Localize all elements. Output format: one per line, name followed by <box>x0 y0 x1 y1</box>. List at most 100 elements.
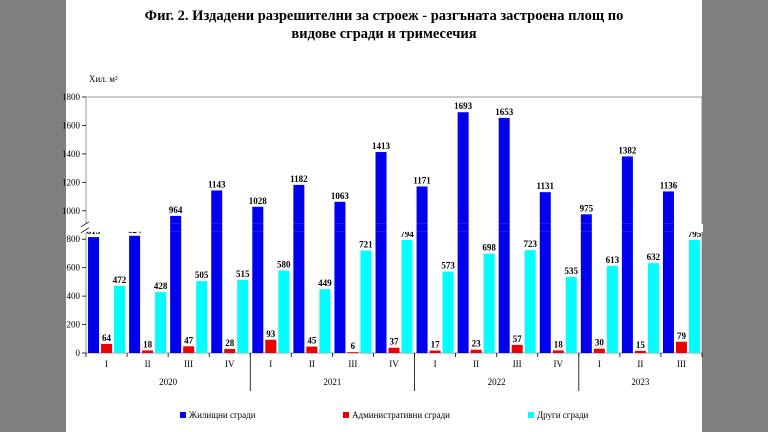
bar-administrative <box>511 344 523 353</box>
y-tick-label: 1800 <box>62 92 81 102</box>
data-label-other: 613 <box>606 255 620 265</box>
x-tick-label: I <box>269 359 272 369</box>
left-margin-band <box>0 0 66 432</box>
data-label-administrative: 45 <box>307 336 317 346</box>
data-label-administrative: 93 <box>266 329 276 339</box>
bar-other <box>360 250 372 353</box>
data-label-administrative: 17 <box>431 340 441 350</box>
y-tick-label: 800 <box>67 234 81 244</box>
data-label-administrative: 18 <box>554 339 564 349</box>
y-tick-label: 600 <box>67 263 81 273</box>
data-label-administrative: 6 <box>351 341 356 351</box>
bar-residential-segment <box>334 223 346 232</box>
data-label-residential: 1131 <box>537 181 555 191</box>
bar-administrative <box>429 350 441 353</box>
y-tick-label: 200 <box>67 320 81 330</box>
bar-administrative <box>470 349 482 353</box>
data-label-other: 573 <box>441 261 455 271</box>
data-label-administrative: 30 <box>595 338 605 348</box>
data-label-other: 580 <box>277 260 291 270</box>
bar-administrative <box>552 350 564 353</box>
bar-residential-segment <box>293 223 305 232</box>
chart-title: Фиг. 2. Издадени разрешителни за строеж … <box>66 7 702 43</box>
bar-administrative <box>265 339 277 353</box>
bar-administrative <box>101 343 113 353</box>
axis-break-mark <box>80 227 90 234</box>
data-label-residential: 1182 <box>290 174 308 184</box>
x-tick-label: IV <box>554 359 564 369</box>
legend-label-other: Други сгради <box>537 410 589 420</box>
y-tick-label: 0 <box>76 348 81 358</box>
bar-other <box>565 276 577 353</box>
axis-break-band <box>85 223 703 232</box>
data-label-other: 449 <box>318 278 332 288</box>
legend-swatch-residential <box>180 412 186 418</box>
data-label-other: 794 <box>400 229 414 239</box>
bar-other <box>647 263 659 353</box>
bar-residential-segment <box>498 223 510 232</box>
data-label-residential: 975 <box>580 203 594 213</box>
bar-residential-segment <box>170 223 182 232</box>
data-label-residential: 1653 <box>495 107 514 117</box>
data-label-other: 505 <box>195 270 209 280</box>
y-tick-label: 1200 <box>62 177 81 187</box>
bar-other <box>155 292 167 353</box>
bar-other <box>237 279 249 353</box>
x-tick-label: II <box>309 359 315 369</box>
data-label-residential: 1143 <box>208 179 226 189</box>
bar-residential <box>375 152 387 353</box>
y-axis-label: Хил. м² <box>89 74 118 84</box>
bar-administrative <box>306 346 318 353</box>
bar-administrative <box>634 350 646 353</box>
bar-residential <box>170 215 182 353</box>
x-tick-label: III <box>184 359 193 369</box>
data-label-administrative: 37 <box>390 337 400 347</box>
bar-residential-segment <box>457 223 469 232</box>
bar-other <box>319 289 331 353</box>
bar-other <box>196 281 208 353</box>
data-label-administrative: 18 <box>143 339 153 349</box>
data-label-other: 535 <box>565 266 579 276</box>
bar-residential <box>88 237 100 353</box>
axis-break-mark <box>80 221 90 228</box>
x-tick-label: I <box>434 359 437 369</box>
data-label-residential: 1382 <box>618 145 637 155</box>
bar-administrative <box>675 341 687 353</box>
x-year-label: 2023 <box>631 377 650 387</box>
data-label-administrative: 57 <box>513 334 523 344</box>
bar-residential-segment <box>580 223 592 232</box>
x-tick-label: II <box>145 359 151 369</box>
bar-residential-segment <box>416 223 428 232</box>
bar-residential <box>293 184 305 353</box>
data-label-other: 721 <box>359 239 373 249</box>
bar-residential <box>498 117 510 353</box>
x-year-label: 2021 <box>323 377 341 387</box>
bar-administrative <box>142 350 154 353</box>
data-label-administrative: 64 <box>102 333 112 343</box>
x-tick-label: III <box>513 359 522 369</box>
x-tick-label: II <box>637 359 643 369</box>
right-margin-band <box>702 0 768 432</box>
data-label-administrative: 47 <box>184 335 194 345</box>
data-label-other: 698 <box>482 243 496 253</box>
bar-residential-segment <box>539 223 551 232</box>
x-year-label: 2020 <box>159 377 178 387</box>
data-label-residential: 1063 <box>331 191 350 201</box>
bar-administrative <box>388 347 400 353</box>
bar-residential-segment <box>662 223 674 232</box>
x-year-label: 2022 <box>488 377 506 387</box>
data-label-other: 632 <box>647 252 661 262</box>
bar-residential <box>252 206 264 353</box>
bar-residential <box>334 201 346 353</box>
bar-residential-segment <box>375 223 387 232</box>
data-label-other: 428 <box>154 281 168 291</box>
legend-swatch-administrative <box>343 412 349 418</box>
data-label-other: 515 <box>236 269 250 279</box>
bar-residential <box>539 192 551 353</box>
x-tick-label: I <box>598 359 601 369</box>
data-label-residential: 964 <box>169 205 183 215</box>
legend-label-administrative: Административни сгради <box>352 410 450 420</box>
bar-other <box>688 239 700 353</box>
